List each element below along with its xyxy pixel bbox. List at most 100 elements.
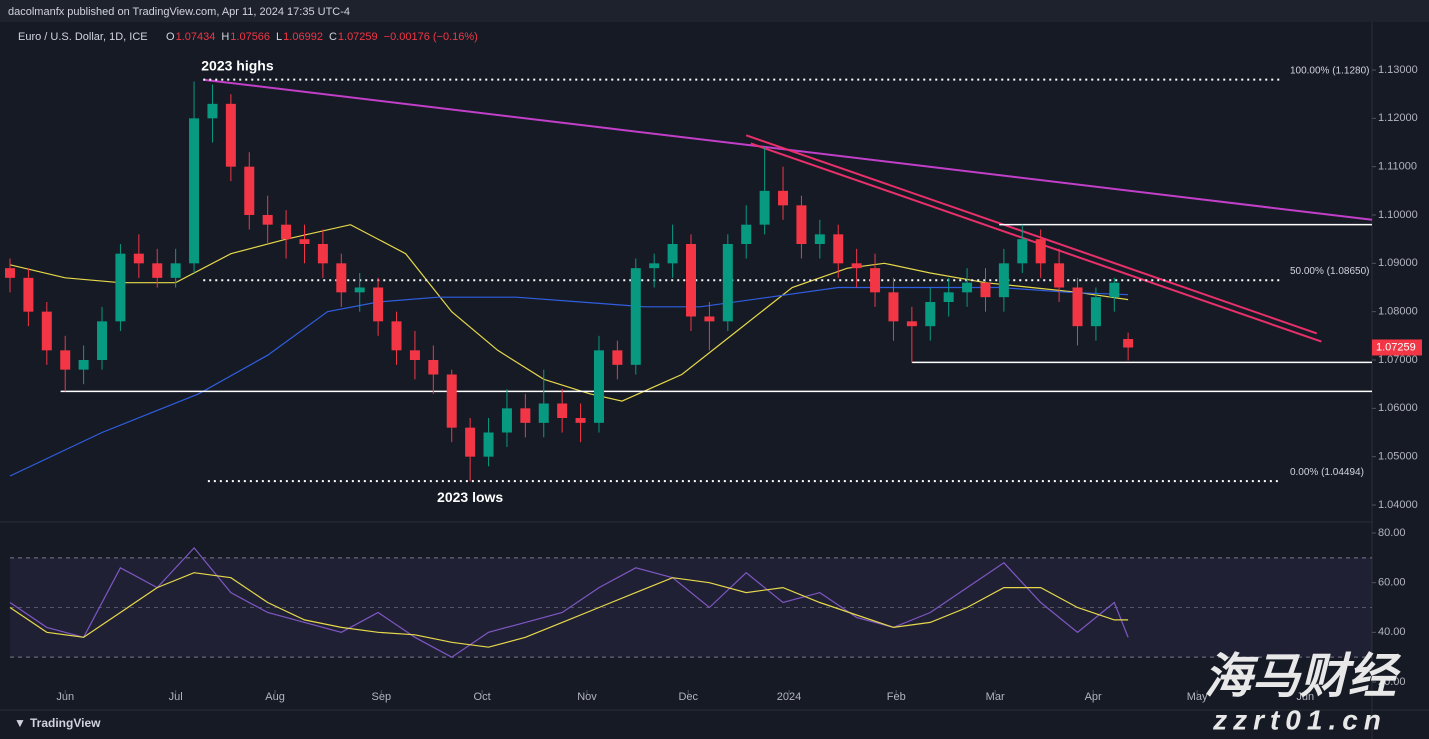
candle-body: [354, 287, 365, 293]
candle-body: [1090, 297, 1101, 327]
ohlc-key: O: [166, 31, 175, 43]
ohlc-value: 1.07566: [230, 31, 270, 43]
candle-body: [741, 224, 752, 245]
candle-body: [925, 301, 936, 327]
candle-body: [649, 263, 660, 269]
candle-body: [262, 215, 273, 225]
annotation: 2023 lows: [437, 489, 503, 505]
watermark-url: zzrt01.cn: [1212, 704, 1387, 735]
y-tick-label: 40.00: [1378, 626, 1406, 638]
candle-body: [5, 268, 15, 278]
symbol: Euro / U.S. Dollar, 1D, ICE: [18, 31, 148, 43]
x-tick-label: Aug: [265, 691, 285, 703]
candle-body: [97, 321, 108, 360]
candle-body: [906, 321, 917, 327]
candle-body: [870, 268, 881, 293]
y-tick-label: 60.00: [1378, 577, 1406, 589]
candle-body: [1017, 239, 1028, 264]
y-tick-label: 80.00: [1378, 527, 1406, 539]
y-tick-label: 1.11000: [1378, 161, 1417, 173]
candle-body: [299, 239, 310, 245]
candle-body: [152, 263, 163, 278]
x-tick-label: Oct: [474, 691, 491, 703]
x-tick-label: Sep: [372, 691, 392, 703]
y-tick-label: 1.05000: [1378, 451, 1418, 463]
rsi-line: [9, 572, 1129, 648]
candle-body: [409, 350, 420, 360]
x-tick-label: Jun: [1296, 691, 1314, 703]
y-tick-label: 1.08000: [1378, 306, 1418, 318]
candle-body: [704, 316, 715, 322]
byline: dacolmanfx published on TradingView.com,…: [8, 6, 350, 18]
y-tick-label: 1.06000: [1378, 402, 1418, 414]
candle-body: [686, 244, 696, 317]
candle-body: [1123, 339, 1134, 348]
candle-body: [833, 234, 844, 264]
fib-label: 50.00% (1.08650): [1290, 266, 1370, 277]
candle-body: [796, 205, 807, 245]
candle-body: [446, 374, 457, 428]
candle-body: [1035, 239, 1046, 264]
candle-body: [115, 253, 126, 322]
candle-body: [538, 403, 549, 423]
x-tick-label: Feb: [887, 691, 906, 703]
candle-body: [851, 263, 862, 269]
watermark-cn: 海马财经: [1204, 651, 1402, 704]
moving-average: [9, 286, 1129, 477]
candle-body: [428, 359, 439, 375]
candle-body: [373, 287, 384, 322]
candle-body: [336, 263, 347, 293]
candle-body: [225, 103, 236, 167]
candle-body: [207, 103, 218, 119]
brand-logo: ▼: [14, 716, 26, 730]
x-tick-label: Mar: [986, 691, 1005, 703]
y-tick-label: 1.04000: [1378, 499, 1418, 511]
candle-body: [1054, 263, 1065, 288]
candle-body: [722, 244, 733, 322]
candle-body: [78, 359, 89, 370]
candle-body: [630, 268, 641, 365]
y-tick-label: 1.09000: [1378, 257, 1418, 269]
candle-body: [888, 292, 899, 322]
price-tag: [1372, 339, 1422, 356]
candle-body: [980, 282, 991, 298]
annotation: 2023 highs: [201, 57, 274, 73]
candle-body: [593, 350, 604, 423]
candle-body: [1072, 287, 1083, 327]
brand: TradingView: [30, 716, 101, 730]
candle-body: [465, 427, 476, 457]
y-tick-label: 1.10000: [1378, 209, 1418, 221]
ohlc-key: C: [329, 31, 337, 43]
candle-body: [814, 234, 825, 245]
candle-body: [244, 166, 255, 216]
top-bar: [0, 0, 1429, 22]
ohlc-key: H: [221, 31, 229, 43]
x-tick-label: Jun: [56, 691, 74, 703]
x-tick-label: 2024: [777, 691, 801, 703]
candle-body: [667, 244, 678, 264]
candle-body: [1109, 282, 1120, 298]
price-tag-label: 1.07259: [1376, 341, 1416, 353]
candle-body: [778, 190, 789, 206]
ohlc-value: 1.07259: [338, 31, 378, 43]
x-tick-label: Jul: [169, 691, 183, 703]
candle-body: [575, 417, 586, 423]
candle-body: [281, 224, 292, 240]
moving-average: [9, 224, 1129, 402]
x-tick-label: Apr: [1085, 691, 1102, 703]
candle-body: [170, 263, 181, 278]
fib-label: 100.00% (1.1280): [1290, 65, 1370, 76]
rsi-line: [9, 546, 1129, 658]
change: −0.00176 (−0.16%): [384, 31, 478, 43]
ohlc-key: L: [276, 31, 282, 43]
x-tick-label: Nov: [577, 691, 597, 703]
candle-body: [759, 190, 770, 225]
y-tick-label: 1.12000: [1378, 112, 1418, 124]
candle-body: [60, 350, 71, 370]
candle-body: [520, 408, 531, 423]
trendline: [745, 134, 1318, 335]
candle-body: [483, 432, 494, 457]
candle-body: [557, 403, 568, 418]
